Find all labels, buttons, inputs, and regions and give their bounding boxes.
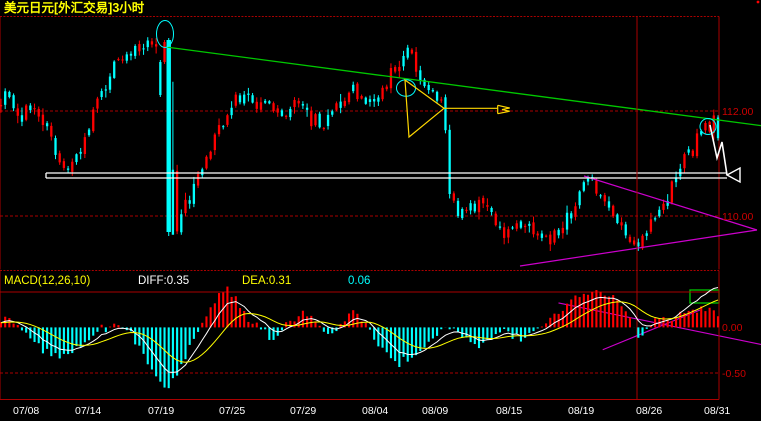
svg-text:07/19: 07/19 bbox=[148, 405, 174, 417]
svg-text:07/29: 07/29 bbox=[290, 405, 316, 417]
svg-text:07/14: 07/14 bbox=[75, 405, 101, 417]
svg-text:112.00: 112.00 bbox=[722, 106, 753, 118]
svg-text:08/19: 08/19 bbox=[568, 405, 594, 417]
svg-text:08/09: 08/09 bbox=[422, 405, 448, 417]
svg-text:08/04: 08/04 bbox=[362, 405, 388, 417]
svg-text:DIFF:0.35: DIFF:0.35 bbox=[138, 275, 189, 287]
svg-text:DEA:0.31: DEA:0.31 bbox=[242, 275, 291, 287]
svg-text:110.00: 110.00 bbox=[722, 211, 753, 223]
svg-text:08/15: 08/15 bbox=[496, 405, 522, 417]
svg-text:美元日元[外汇交易]3小时: 美元日元[外汇交易]3小时 bbox=[4, 0, 145, 15]
svg-text:0.06: 0.06 bbox=[348, 275, 370, 287]
svg-text:07/08: 07/08 bbox=[13, 405, 39, 417]
svg-text:08/26: 08/26 bbox=[636, 405, 662, 417]
svg-text:0.00: 0.00 bbox=[722, 322, 743, 334]
svg-text:07/25: 07/25 bbox=[219, 405, 245, 417]
svg-text:-0.50: -0.50 bbox=[722, 368, 746, 380]
svg-text:MACD(12,26,10): MACD(12,26,10) bbox=[4, 275, 90, 287]
svg-text:08/31: 08/31 bbox=[704, 405, 730, 417]
